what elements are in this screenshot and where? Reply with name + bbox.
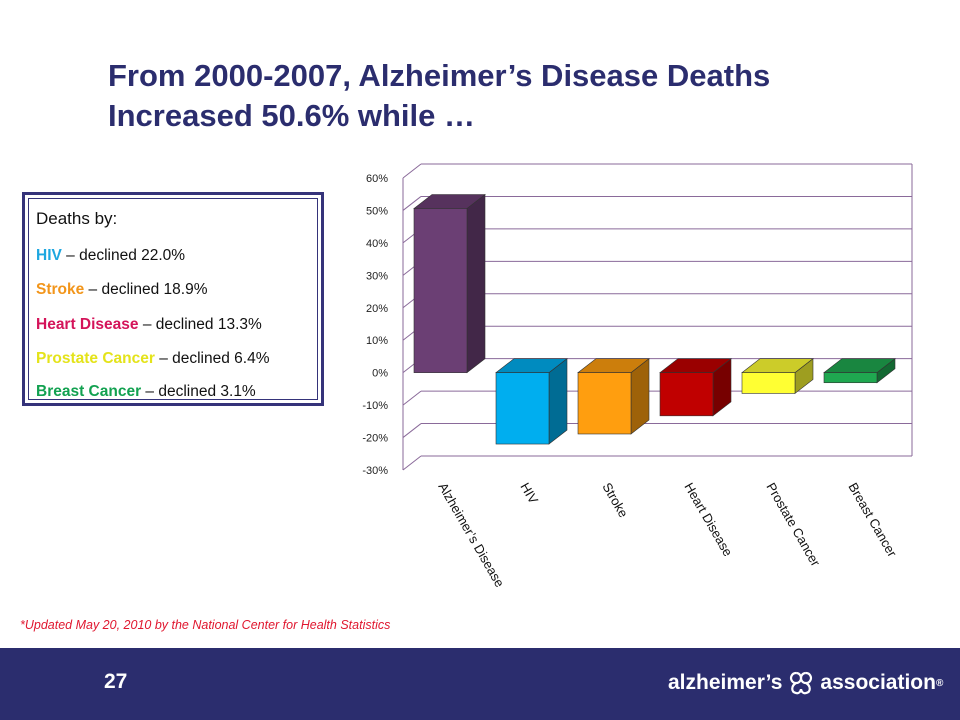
registered-mark: ®	[935, 677, 944, 689]
summary-category: Heart Disease	[36, 316, 139, 333]
y-tick-label: -20%	[362, 433, 388, 445]
summary-text: – declined 3.1%	[141, 383, 256, 400]
y-tick-label: -10%	[362, 400, 388, 412]
x-category-label: Heart Disease	[681, 480, 735, 559]
source-footnote: *Updated May 20, 2010 by the National Ce…	[20, 618, 391, 632]
brand-logo: alzheimer’s association ®	[668, 668, 943, 698]
deaths-summary-box: Deaths by: HIV – declined 22.0% Stroke –…	[22, 192, 324, 406]
summary-text: – declined 22.0%	[61, 247, 186, 264]
y-tick-label: 40%	[366, 238, 388, 250]
bar	[659, 372, 714, 417]
summary-category: Stroke	[36, 281, 85, 298]
bar-side	[548, 358, 568, 445]
summary-line-heart-disease: Heart Disease – declined 13.3%	[36, 316, 262, 334]
summary-category: HIV	[36, 247, 62, 264]
x-category-label: Prostate Cancer	[763, 480, 823, 569]
gridline-depth	[402, 455, 422, 471]
y-tick-label: 20%	[366, 303, 388, 315]
brand-text-left: alzheimer’s	[668, 671, 783, 694]
y-tick-label: 30%	[366, 270, 388, 282]
summary-line-prostate-cancer: Prostate Cancer – declined 6.4%	[36, 350, 270, 368]
bar-side	[466, 193, 486, 374]
gridline-depth	[402, 390, 422, 406]
y-tick-label: 60%	[366, 173, 388, 185]
slide-title: From 2000-2007, Alzheimer’s Disease Deat…	[108, 56, 928, 136]
footer-bar: 27 alzheimer’s association ®	[0, 648, 960, 720]
x-category-label: Stroke	[599, 480, 631, 520]
deaths-summary-inner-border	[28, 198, 318, 400]
summary-category: Prostate Cancer	[36, 350, 155, 367]
association-logo-icon	[790, 671, 813, 695]
x-category-label: Breast Cancer	[845, 480, 900, 560]
summary-line-breast-cancer: Breast Cancer – declined 3.1%	[36, 383, 256, 401]
summary-text: – declined 18.9%	[84, 281, 208, 298]
y-tick-label: 50%	[366, 205, 388, 217]
summary-line-stroke: Stroke – declined 18.9%	[36, 281, 207, 299]
x-category-label: Alzheimer’s Disease	[435, 480, 507, 590]
gridline-depth	[402, 196, 422, 211]
bar	[577, 372, 632, 435]
bar	[823, 372, 878, 384]
deaths-summary-heading: Deaths by:	[36, 209, 118, 228]
page-number: 27	[104, 670, 128, 693]
y-tick-label: 10%	[366, 335, 388, 347]
summary-line-hiv: HIV – declined 22.0%	[36, 247, 185, 265]
bar-chart: 60% 50% 40% 30% 20% 10% 0% -10% -20% -30% Alzheime…	[362, 163, 913, 590]
bar	[741, 372, 796, 394]
brand-text-right: association	[820, 671, 936, 694]
gridline-depth	[402, 423, 422, 438]
bar	[495, 372, 550, 445]
y-tick-label: 0%	[372, 368, 388, 380]
y-tick-label: -30%	[362, 465, 388, 477]
summary-text: – declined 13.3%	[138, 316, 262, 333]
x-category-label: HIV	[517, 480, 541, 507]
summary-text: – declined 6.4%	[154, 350, 270, 367]
summary-category: Breast Cancer	[36, 383, 142, 400]
slide-title-line-2: Increased 50.6% while …	[108, 98, 476, 133]
bar	[413, 208, 468, 373]
gridline-depth	[402, 163, 422, 179]
slide-title-line-1: From 2000-2007, Alzheimer’s Disease Deat…	[108, 58, 771, 93]
